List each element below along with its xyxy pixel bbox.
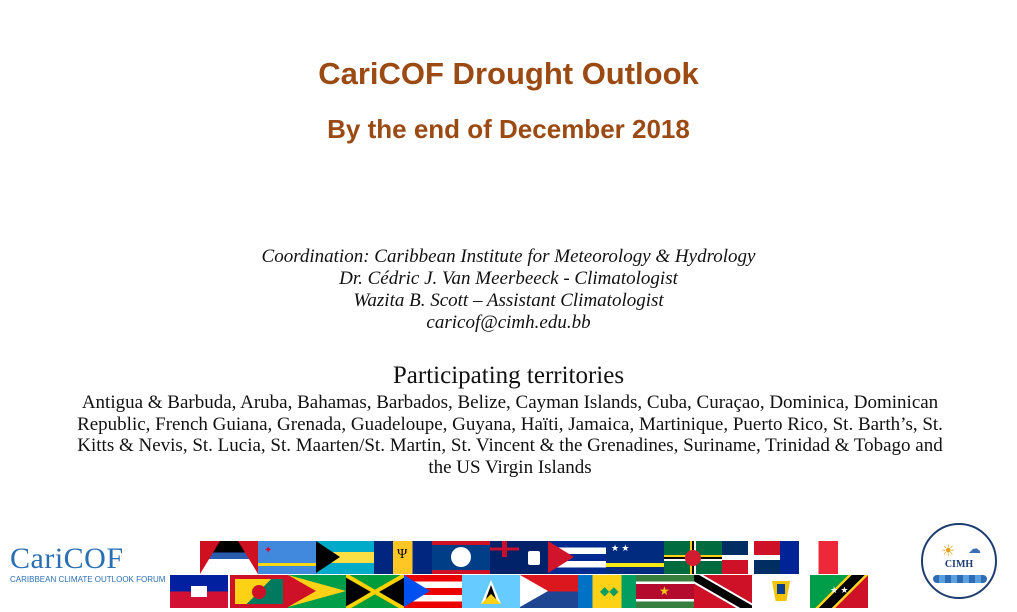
flag-guyana xyxy=(288,575,346,608)
flag-st-lucia xyxy=(462,575,520,608)
flag-st-vincent: ◆◆ xyxy=(578,575,636,608)
coordination-line: Coordination: Caribbean Institute for Me… xyxy=(261,246,756,267)
flag-haiti xyxy=(170,575,228,608)
page-subtitle: By the end of December 2018 xyxy=(327,114,690,144)
flag-aruba: ✦ xyxy=(258,541,316,574)
cimh-logo: ☀ ☁ CIMH xyxy=(921,523,997,599)
participating-list: Antigua & Barbuda, Aruba, Bahamas, Barba… xyxy=(77,392,943,478)
coordination-block: Coordination: Caribbean Institute for Me… xyxy=(0,246,1017,334)
author-line: Dr. Cédric J. Van Meerbeeck - Climatolog… xyxy=(339,268,678,289)
flag-belize xyxy=(432,541,490,574)
page-title: CariCOF Drought Outlook xyxy=(318,56,699,91)
wave-icon xyxy=(933,575,987,583)
author-line: Wazita B. Scott – Assistant Climatologis… xyxy=(353,290,664,311)
flag-jamaica xyxy=(346,575,404,608)
flag-bahamas xyxy=(316,541,374,574)
flag-barbados: Ψ xyxy=(374,541,432,574)
flag-dominica xyxy=(664,541,722,574)
flag-st-kitts-nevis: ★ ★ xyxy=(810,575,868,608)
flag-france xyxy=(780,541,838,574)
cloud-icon: ☁ xyxy=(968,541,981,556)
flag-grenada xyxy=(230,575,288,608)
contact-email: caricof@cimh.edu.bb xyxy=(426,312,591,333)
participating-heading: Participating territories xyxy=(392,362,625,389)
logo-tagline: CARIBBEAN CLIMATE OUTLOOK FORUM xyxy=(10,575,166,584)
logo-name: CariCOF xyxy=(10,542,124,575)
flag-antigua-barbuda xyxy=(200,541,258,574)
flag-us-virgin-islands xyxy=(752,575,810,608)
flags-strip: ✦ Ψ ★ ★ xyxy=(170,541,880,609)
flag-suriname: ★ xyxy=(636,575,694,608)
cimh-label: CIMH xyxy=(944,559,974,570)
sun-icon: ☀ xyxy=(941,543,956,560)
flag-st-maarten xyxy=(520,575,578,608)
flag-cayman-islands xyxy=(490,541,548,574)
flag-trinidad-tobago xyxy=(694,575,752,608)
caricof-logo: CariCOF CARIBBEAN CLIMATE OUTLOOK FORUM xyxy=(10,542,166,589)
flag-dominican-republic xyxy=(722,541,780,574)
flag-curacao: ★ ★ xyxy=(606,541,664,574)
flag-cuba xyxy=(548,541,606,574)
flag-puerto-rico xyxy=(404,575,462,608)
